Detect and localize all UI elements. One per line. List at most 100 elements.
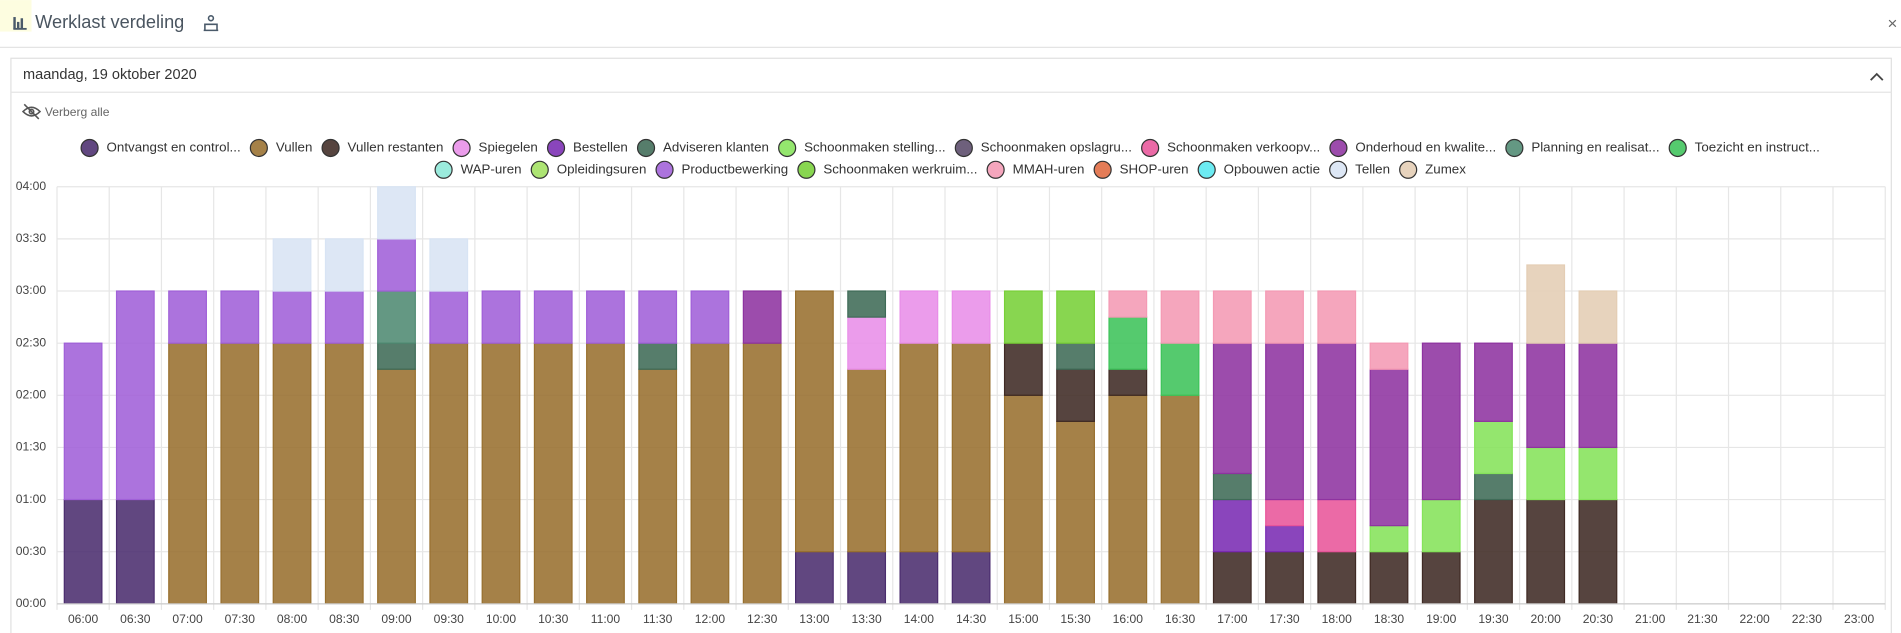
legend-item[interactable]: Vullen — [249, 138, 312, 158]
bar-segment[interactable] — [1317, 342, 1357, 501]
bar-segment[interactable] — [1212, 342, 1252, 475]
bar-segment[interactable] — [690, 342, 730, 605]
bar-segment[interactable] — [1526, 264, 1566, 344]
bar-segment[interactable] — [1160, 290, 1200, 344]
collapse-chevron[interactable] — [1870, 72, 1884, 81]
bar-segment[interactable] — [1369, 342, 1409, 370]
legend-item[interactable]: Vullen restanten — [321, 138, 443, 158]
bar-segment[interactable] — [1212, 551, 1252, 605]
legend-item[interactable]: Ontvangst en control... — [80, 138, 241, 158]
bar-segment[interactable] — [168, 342, 207, 605]
bar-segment[interactable] — [1474, 420, 1513, 475]
bar-segment[interactable] — [1421, 498, 1461, 553]
legend-item[interactable]: Bestellen — [546, 138, 628, 158]
bar-segment[interactable] — [742, 290, 782, 344]
bar-segment[interactable] — [847, 316, 887, 370]
bar-segment[interactable] — [1160, 394, 1200, 605]
legend-item[interactable]: Zumex — [1399, 160, 1467, 179]
legend-item[interactable]: WAP-uren — [434, 160, 522, 179]
bar-segment[interactable] — [481, 342, 521, 605]
bar-segment[interactable] — [168, 290, 207, 344]
bar-segment[interactable] — [1056, 290, 1095, 344]
bar-segment[interactable] — [899, 290, 939, 344]
bar-segment[interactable] — [1369, 525, 1409, 553]
bar-segment[interactable] — [1265, 498, 1304, 527]
bar-segment[interactable] — [377, 238, 416, 292]
bar-segment[interactable] — [1056, 368, 1095, 422]
bar-segment[interactable] — [1056, 420, 1095, 605]
bar-segment[interactable] — [1265, 290, 1304, 344]
legend-item[interactable]: Spiegelen — [452, 138, 538, 158]
bar-segment[interactable] — [481, 290, 521, 344]
legend-item[interactable]: Schoonmaken stelling... — [778, 138, 946, 158]
bar-segment[interactable] — [429, 238, 469, 292]
bar-segment[interactable] — [638, 290, 678, 344]
legend-item[interactable]: Schoonmaken opslagru... — [954, 138, 1132, 158]
bar-segment[interactable] — [795, 290, 834, 553]
bar-segment[interactable] — [115, 498, 155, 605]
legend-item[interactable]: Schoonmaken werkruim... — [797, 160, 978, 179]
legend-item[interactable]: Opbouwen actie — [1197, 160, 1320, 179]
bar-segment[interactable] — [1108, 316, 1148, 370]
legend-item[interactable]: Adviseren klanten — [636, 138, 769, 158]
hide-all-icon[interactable] — [21, 103, 42, 120]
bar-segment[interactable] — [899, 342, 939, 553]
hide-all[interactable]: Verberg alle — [45, 105, 110, 119]
bar-segment[interactable] — [1474, 472, 1513, 501]
bar-segment[interactable] — [1265, 525, 1304, 553]
bar-segment[interactable] — [1003, 394, 1043, 605]
bar-segment[interactable] — [847, 290, 887, 318]
bar-segment[interactable] — [1265, 551, 1304, 605]
bar-segment[interactable] — [1056, 342, 1095, 370]
bar-segment[interactable] — [638, 368, 678, 605]
legend-item[interactable]: Tellen — [1329, 160, 1390, 179]
bar-segment[interactable] — [951, 342, 991, 553]
bar-segment[interactable] — [429, 290, 469, 344]
bar-segment[interactable] — [586, 342, 625, 605]
bar-segment[interactable] — [1578, 446, 1618, 501]
bar-segment[interactable] — [847, 551, 887, 605]
bar-segment[interactable] — [638, 342, 678, 370]
bar-segment[interactable] — [377, 368, 416, 605]
bar-segment[interactable] — [324, 342, 364, 605]
legend-item[interactable]: Planning en realisat... — [1505, 138, 1660, 158]
bar-segment[interactable] — [1317, 290, 1357, 344]
bar-segment[interactable] — [1003, 290, 1043, 344]
legend-item[interactable]: MMAH-uren — [986, 160, 1084, 179]
bar-segment[interactable] — [1526, 342, 1566, 449]
bar-segment[interactable] — [429, 342, 469, 605]
bar-segment[interactable] — [377, 290, 416, 344]
bar-segment[interactable] — [1212, 498, 1252, 553]
bar-segment[interactable] — [1526, 498, 1566, 605]
bar-segment[interactable] — [1108, 394, 1148, 605]
bar-segment[interactable] — [1108, 290, 1148, 318]
bar-segment[interactable] — [533, 290, 573, 344]
legend-item[interactable]: Toezicht en instruct... — [1668, 138, 1820, 158]
legend-item[interactable]: Opleidingsuren — [530, 160, 646, 179]
bar-segment[interactable] — [690, 290, 730, 344]
bar-segment[interactable] — [1526, 446, 1566, 501]
bar-segment[interactable] — [220, 342, 260, 605]
bar-segment[interactable] — [1317, 551, 1357, 605]
title-action-icon[interactable] — [203, 15, 219, 32]
bar-segment[interactable] — [1421, 342, 1461, 501]
bar-segment[interactable] — [272, 238, 312, 292]
bar-segment[interactable] — [951, 290, 991, 344]
bar-segment[interactable] — [63, 342, 103, 501]
bar-segment[interactable] — [1578, 342, 1618, 449]
bar-segment[interactable] — [1578, 498, 1618, 605]
bar-segment[interactable] — [795, 551, 834, 605]
bar-segment[interactable] — [220, 290, 260, 344]
bar-segment[interactable] — [742, 342, 782, 605]
legend-item[interactable]: Schoonmaken verkoopv... — [1141, 138, 1321, 158]
bar-segment[interactable] — [324, 238, 364, 292]
legend-item[interactable]: Productbewerking — [655, 160, 788, 179]
bar-segment[interactable] — [1108, 368, 1148, 396]
bar-segment[interactable] — [1578, 290, 1618, 344]
bar-segment[interactable] — [115, 290, 155, 501]
bar-segment[interactable] — [533, 342, 573, 605]
bar-segment[interactable] — [1212, 472, 1252, 501]
bar-segment[interactable] — [1212, 290, 1252, 344]
close-button[interactable]: × — [1888, 14, 1898, 33]
bar-segment[interactable] — [1160, 342, 1200, 396]
